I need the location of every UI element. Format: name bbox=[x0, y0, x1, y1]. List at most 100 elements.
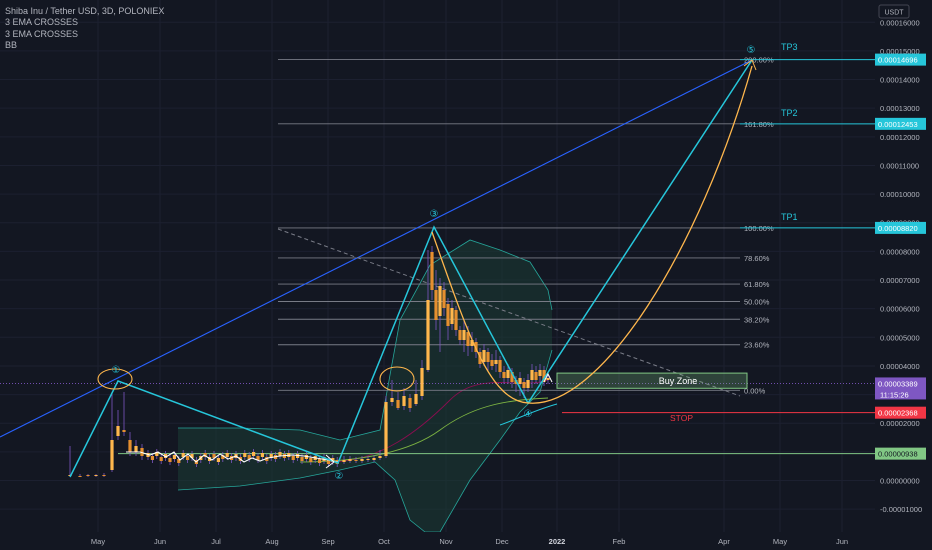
ema-line-2 bbox=[299, 397, 549, 463]
candle-body bbox=[494, 360, 498, 364]
target-label: TP1 bbox=[781, 212, 798, 222]
candle-body bbox=[247, 455, 251, 459]
target-label: TP3 bbox=[781, 42, 798, 52]
candle-body bbox=[304, 455, 308, 459]
wave-number-1: ① bbox=[112, 365, 121, 376]
x-tick-label: Nov bbox=[439, 537, 453, 546]
candle-body bbox=[348, 459, 352, 461]
y-tick-label: 0.00012000 bbox=[880, 133, 920, 142]
candle-body bbox=[438, 286, 442, 316]
price-tag bbox=[875, 406, 926, 419]
x-tick-label: Jul bbox=[211, 537, 221, 546]
x-tick-label: 2022 bbox=[549, 537, 566, 546]
indicator-label-3[interactable]: BB bbox=[5, 40, 18, 50]
candle-body bbox=[474, 342, 478, 352]
bb-lower bbox=[177, 349, 553, 533]
candle-body bbox=[326, 460, 330, 464]
price-tag-text: 0.00002368 bbox=[878, 409, 918, 418]
indicator-label-1[interactable]: 3 EMA CROSSES bbox=[5, 17, 79, 27]
candle-body bbox=[522, 382, 526, 388]
y-tick-label: -0.00001000 bbox=[880, 505, 922, 514]
candle-body bbox=[342, 460, 346, 462]
candle-body bbox=[225, 453, 229, 457]
candle-body bbox=[526, 380, 530, 388]
time-axis[interactable]: May Jun Jul Aug Sep Oct Nov Dec 2022 Feb Apr May Jun bbox=[0, 532, 932, 550]
wave-number-5: ⑤ bbox=[747, 45, 756, 56]
candle-body bbox=[426, 300, 430, 370]
candle-body bbox=[168, 458, 172, 462]
candle-body bbox=[518, 378, 522, 384]
candle-body bbox=[442, 290, 446, 308]
candle-body bbox=[331, 458, 335, 462]
x-tick-label: Sep bbox=[321, 537, 334, 546]
candle-body bbox=[378, 456, 382, 458]
y-tick-label: 0.00004000 bbox=[880, 362, 920, 371]
candle-body bbox=[221, 455, 225, 459]
drawing-lines: Buy Zone bbox=[0, 59, 875, 455]
candle-body bbox=[384, 402, 388, 456]
candle-body bbox=[502, 372, 506, 378]
y-tick-label: 0.00015000 bbox=[880, 47, 920, 56]
candle-body bbox=[534, 372, 538, 380]
candle-body bbox=[360, 459, 364, 461]
indicator-label-2[interactable]: 3 EMA CROSSES bbox=[5, 29, 79, 39]
candle-body bbox=[186, 456, 190, 460]
candle-body bbox=[430, 252, 434, 290]
arrow bbox=[325, 454, 335, 469]
candle-body bbox=[402, 396, 406, 406]
x-tick-label: May bbox=[91, 537, 105, 546]
candle-body bbox=[116, 426, 120, 436]
candle-body bbox=[181, 453, 185, 457]
price-tag-text: 0.00012453 bbox=[878, 120, 918, 129]
x-tick-label: Feb bbox=[613, 537, 626, 546]
x-tick-label: Oct bbox=[378, 537, 391, 546]
candle-body bbox=[414, 394, 418, 404]
candle-body bbox=[318, 459, 322, 463]
candle-body bbox=[94, 475, 98, 476]
candle-body bbox=[420, 368, 424, 396]
candle-body bbox=[470, 340, 474, 346]
fib-label: 23.60% bbox=[744, 341, 770, 350]
candle-body bbox=[546, 378, 550, 380]
candle-body bbox=[159, 457, 163, 461]
candle-body bbox=[252, 452, 256, 456]
price-tag-text: 0.00000938 bbox=[878, 450, 918, 459]
candle-body bbox=[466, 332, 470, 346]
bb-upper bbox=[178, 239, 553, 441]
y-tick-label: 0.00011000 bbox=[880, 161, 919, 170]
price-tag bbox=[875, 221, 926, 234]
y-tick-label: 0.00002000 bbox=[880, 419, 920, 428]
candle-body bbox=[300, 457, 304, 461]
time-axis-bg bbox=[0, 532, 932, 550]
price-tag bbox=[875, 53, 926, 66]
candle-body bbox=[86, 475, 90, 476]
candle-body bbox=[134, 446, 138, 452]
candle-body bbox=[146, 453, 150, 457]
price-tag bbox=[875, 117, 926, 130]
price-tag-text: 0.00008820 bbox=[878, 224, 918, 233]
candle-body bbox=[486, 352, 490, 362]
buy-zone-box bbox=[556, 372, 748, 389]
price-axis[interactable]: 0.00016000 0.00015000 0.00014000 0.00013000… bbox=[875, 0, 932, 550]
candle-body bbox=[216, 458, 220, 462]
highlight-ellipse bbox=[97, 368, 133, 390]
candle-body bbox=[530, 370, 534, 380]
candle-body bbox=[542, 370, 546, 382]
y-tick-label: 0.00006000 bbox=[880, 305, 920, 314]
annotations: ① ② ③ ④ ⑤ TP3 TP2 TP1 STOP bbox=[69, 42, 798, 482]
y-tick-label: 0.00008000 bbox=[880, 247, 920, 256]
candle-body bbox=[506, 370, 510, 378]
candle-body bbox=[177, 459, 181, 463]
fib-label: 0.00% bbox=[744, 386, 766, 395]
price-path bbox=[126, 451, 339, 463]
wave-number-3: ③ bbox=[430, 209, 439, 220]
candle-body bbox=[482, 350, 486, 362]
candle-body bbox=[372, 458, 376, 460]
candle-body bbox=[203, 453, 207, 457]
currency-badge bbox=[878, 4, 910, 19]
candle-body bbox=[366, 459, 370, 460]
candle-body bbox=[278, 452, 282, 456]
candle-body bbox=[212, 454, 216, 458]
